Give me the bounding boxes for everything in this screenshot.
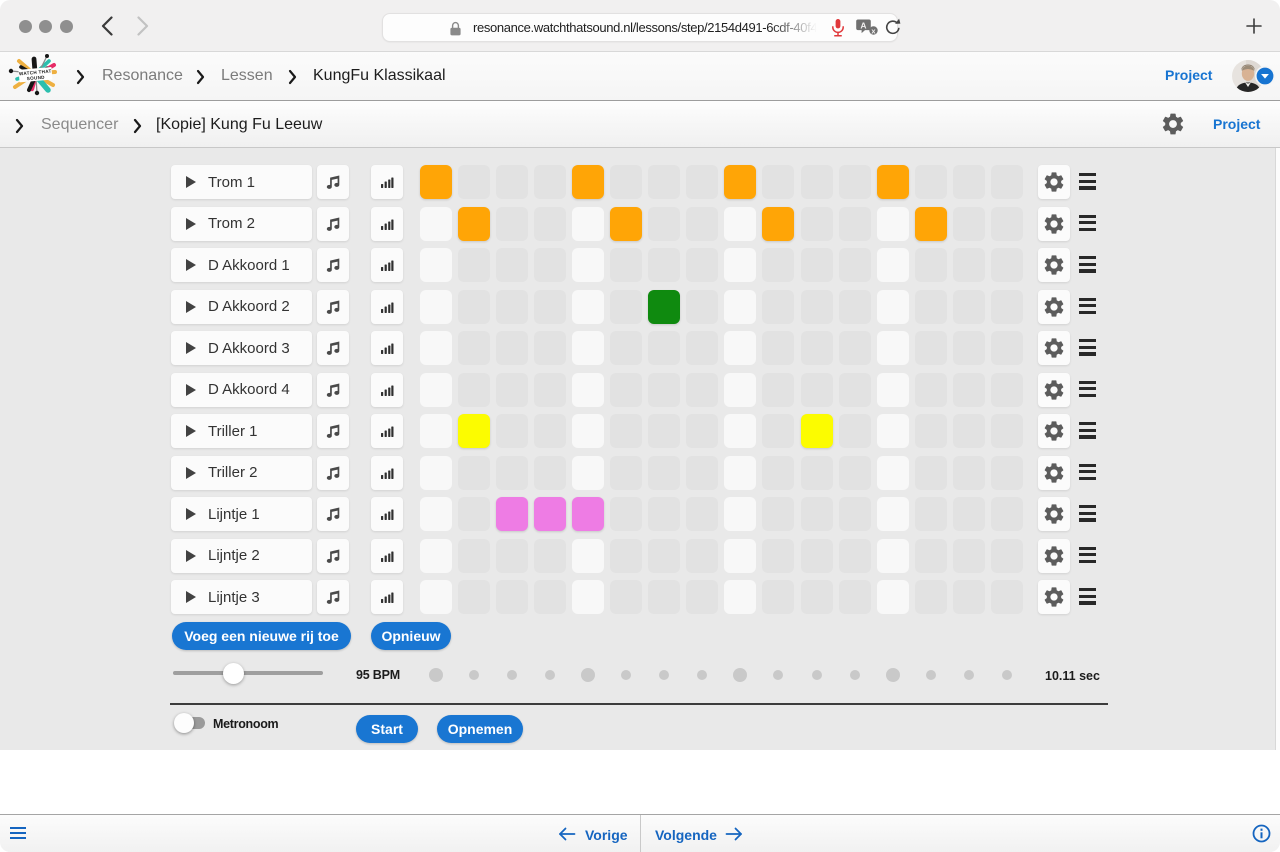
svg-text:x: x <box>871 26 876 35</box>
svg-text:A: A <box>860 21 866 31</box>
svg-text:WATCH THAT: WATCH THAT <box>19 69 52 77</box>
svg-text:SOUND: SOUND <box>27 75 46 82</box>
